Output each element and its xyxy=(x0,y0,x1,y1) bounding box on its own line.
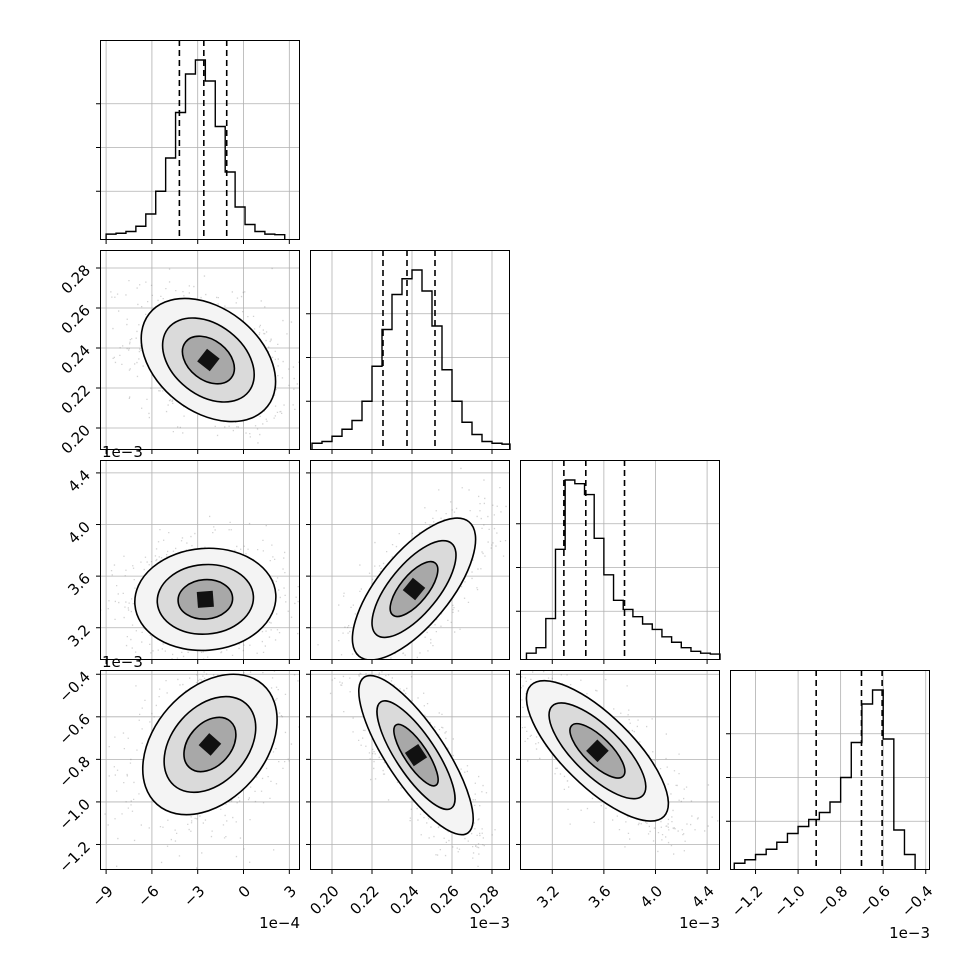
x-tick-label: 3 xyxy=(281,882,300,901)
panel-3-0 xyxy=(100,670,300,870)
x-tick-label: 0.24 xyxy=(386,882,422,918)
x-tick-label: 3.2 xyxy=(533,882,563,912)
contour-line xyxy=(376,700,456,811)
contour-line xyxy=(393,723,439,787)
y-tick-label: −1.0 xyxy=(56,795,94,833)
x-tick-label: −1.2 xyxy=(728,882,766,920)
y-tick-label: 3.6 xyxy=(64,569,94,599)
x-offset-label: 1e−3 xyxy=(469,914,510,932)
x-tick-label: 4.0 xyxy=(637,882,667,912)
density-peak xyxy=(404,744,428,767)
histogram-steps xyxy=(525,479,721,660)
histogram-steps xyxy=(733,689,916,870)
y-offset-label: 1e−3 xyxy=(102,653,143,671)
histogram-1 xyxy=(306,250,511,450)
contour-line xyxy=(357,674,474,836)
y-tick-label: −0.4 xyxy=(56,668,94,706)
density-peak xyxy=(197,348,220,372)
contour-line xyxy=(525,679,670,822)
x-tick-label: 0 xyxy=(235,882,254,901)
contour-line xyxy=(140,297,277,423)
panel-2-0 xyxy=(100,460,300,660)
contour-line xyxy=(371,539,457,639)
histogram-0 xyxy=(96,40,300,240)
y-tick-label: 0.24 xyxy=(58,341,94,377)
contour-line xyxy=(569,722,626,779)
density-peak xyxy=(196,590,214,608)
contour-line xyxy=(181,335,236,385)
x-tick-label: 3.6 xyxy=(585,882,615,912)
histogram-steps xyxy=(105,59,286,240)
panel-1-0 xyxy=(100,250,300,450)
y-tick-label: 3.2 xyxy=(64,621,94,651)
x-tick-label: −1.0 xyxy=(770,882,808,920)
x-tick-label: −9 xyxy=(88,882,116,910)
x-tick-label: 0.20 xyxy=(306,882,342,918)
x-tick-label: 0.26 xyxy=(426,882,462,918)
panel-2-1 xyxy=(310,460,510,660)
density-peak xyxy=(402,577,426,601)
contour-line xyxy=(156,563,255,635)
x-tick-label: −0.8 xyxy=(813,882,851,920)
y-tick-label: 0.28 xyxy=(58,261,94,297)
y-tick-label: −1.2 xyxy=(56,838,94,876)
contour-line xyxy=(183,716,237,773)
x-tick-label: −0.4 xyxy=(898,882,936,920)
y-tick-label: 4.0 xyxy=(64,518,94,548)
contour-line xyxy=(134,547,277,652)
contour-line xyxy=(141,673,278,816)
x-offset-label: 1e−3 xyxy=(889,924,930,942)
scatter-points xyxy=(329,670,496,867)
panel-3-2 xyxy=(520,670,720,870)
y-tick-label: −0.8 xyxy=(56,753,94,791)
y-tick-label: 0.22 xyxy=(58,381,94,417)
y-tick-label: 0.26 xyxy=(58,301,94,337)
contour-line xyxy=(177,578,234,620)
y-tick-label: −0.6 xyxy=(56,710,94,748)
y-tick-label: 4.4 xyxy=(64,466,94,496)
y-offset-label: 1e−3 xyxy=(102,443,143,461)
contour-line xyxy=(389,560,439,618)
x-tick-label: 4.4 xyxy=(688,882,718,912)
panel-3-1 xyxy=(310,670,510,870)
x-tick-label: −6 xyxy=(134,882,162,910)
contour-line xyxy=(351,517,477,660)
y-tick-label: 0.20 xyxy=(58,421,94,457)
contour-line xyxy=(548,702,647,800)
histogram-steps xyxy=(311,269,511,450)
x-offset-label: 1e−3 xyxy=(679,914,720,932)
x-tick-label: −0.6 xyxy=(855,882,893,920)
contour-line xyxy=(163,695,257,794)
histogram-2 xyxy=(516,460,721,660)
x-tick-label: −3 xyxy=(180,882,208,910)
density-peak xyxy=(198,733,222,756)
density-peak xyxy=(586,739,609,763)
x-tick-label: 0.22 xyxy=(346,882,382,918)
histogram-3 xyxy=(726,670,930,870)
x-offset-label: 1e−4 xyxy=(259,914,300,932)
x-tick-label: 0.28 xyxy=(466,882,502,918)
contour-line xyxy=(161,317,255,403)
